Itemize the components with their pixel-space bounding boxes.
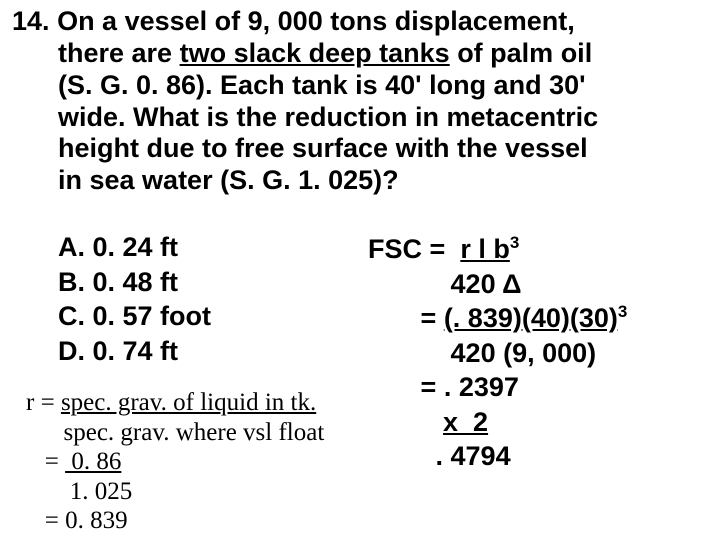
r-calculation: r = spec. grav. of liquid in tk. spec. g… — [26, 388, 324, 536]
r-sub-eq: = — [26, 448, 65, 475]
question-number: 14. — [12, 6, 50, 36]
q-line2-underline: two slack deep tanks — [180, 38, 450, 68]
frac1-top: r l b — [460, 234, 510, 264]
answer-options: A. 0. 24 ft B. 0. 48 ft C. 0. 57 foot D.… — [58, 230, 211, 368]
r-denominator: spec. grav. where vsl float — [26, 418, 324, 448]
fsc-label: FSC — [368, 234, 422, 264]
q-line2b: of palm oil — [450, 38, 593, 68]
option-c: C. 0. 57 foot — [58, 299, 211, 334]
frac2-bot: 420 (9, 000) — [451, 338, 597, 368]
frac1-bot: 420 Δ — [451, 269, 522, 299]
q-line5: height due to free surface with the vess… — [12, 133, 712, 165]
q-line6: in sea water (S. G. 1. 025)? — [12, 165, 712, 197]
formula-block: FSC = r l b3 420 Δ = (. 839)(40)(30)3 42… — [368, 232, 627, 474]
q-line4: wide. What is the reduction in metacentr… — [12, 102, 712, 134]
q-line3: (S. G. 0. 86). Each tank is 40' long and… — [12, 70, 712, 102]
page-root: { "question": { "number": "14.", "line1"… — [0, 0, 720, 540]
result2: . 4794 — [436, 441, 511, 471]
frac2-top: (. 839)(40)(30) — [444, 303, 618, 333]
mult-line: x 2 — [443, 407, 488, 437]
option-d: D. 0. 74 ft — [58, 334, 211, 369]
frac2-exp: 3 — [618, 302, 627, 321]
frac1-exp: 3 — [510, 233, 519, 252]
result1: . 2397 — [444, 372, 519, 402]
eq3: = — [421, 372, 437, 402]
q-line2a: there are — [58, 38, 180, 68]
r-sub-den: 1. 025 — [26, 477, 324, 507]
option-a: A. 0. 24 ft — [58, 230, 211, 265]
r-sub-num: 0. 86 — [65, 448, 121, 475]
question-text: 14. On a vessel of 9, 000 tons displacem… — [12, 6, 712, 197]
r-result: = 0. 839 — [26, 506, 324, 536]
r-eq-label: r = — [26, 389, 61, 416]
q-line1: On a vessel of 9, 000 tons displacement, — [57, 6, 575, 36]
eq2: = — [421, 303, 437, 333]
r-numerator: spec. grav. of liquid in tk. — [61, 389, 316, 416]
eq1: = — [430, 234, 446, 264]
option-b: B. 0. 48 ft — [58, 265, 211, 300]
